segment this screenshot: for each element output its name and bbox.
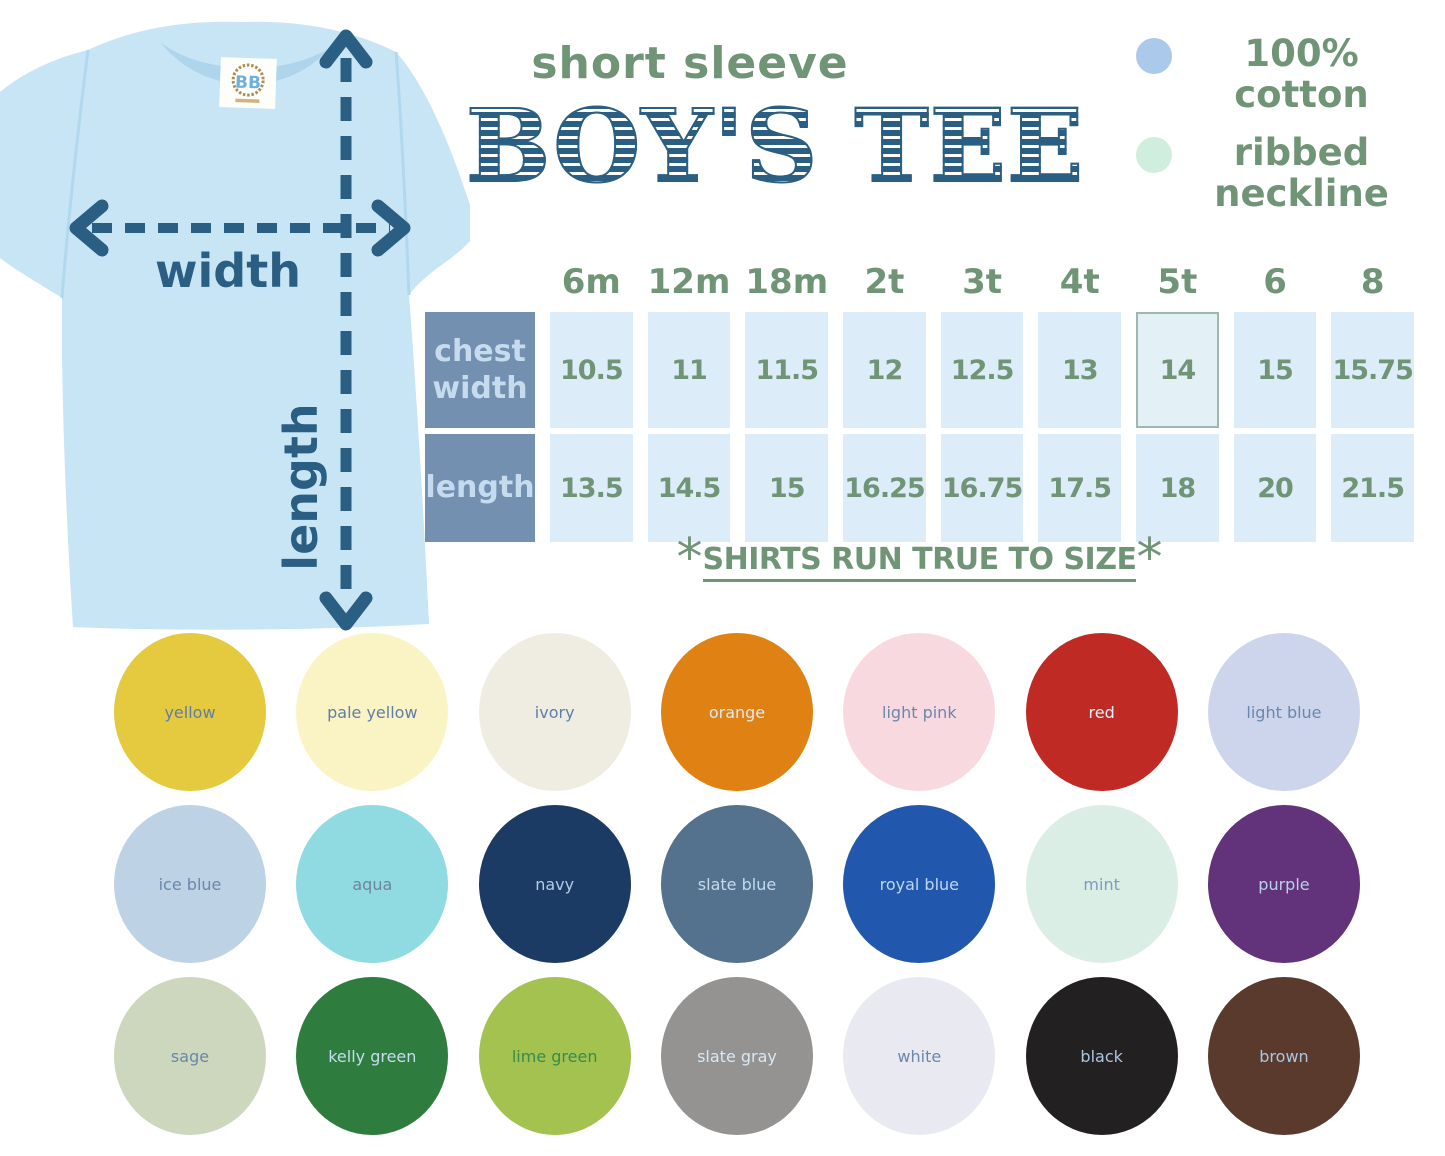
- size-cell: 20: [1233, 434, 1317, 542]
- page-title: BOY'S TEE: [415, 93, 1135, 199]
- size-column-header: 8: [1360, 262, 1385, 302]
- legend-label: 100% cotton: [1234, 32, 1369, 116]
- size-cell: 15: [745, 434, 829, 542]
- color-swatch-label: pale yellow: [327, 702, 418, 722]
- color-swatch: sage: [114, 977, 266, 1135]
- color-swatch-label: aqua: [352, 874, 393, 894]
- size-cell: 10.5: [550, 312, 633, 428]
- neck-tag: BB: [219, 57, 277, 109]
- sizing-note-text: SHIRTS RUN TRUE TO SIZE: [702, 542, 1137, 582]
- color-swatch-label: light pink: [882, 702, 957, 722]
- size-cell: 12: [843, 312, 926, 428]
- width-arrow: [69, 199, 411, 257]
- size-cell: 18: [1136, 434, 1219, 542]
- size-column-header: 2t: [864, 262, 905, 302]
- size-cell: 14: [1136, 312, 1219, 428]
- color-swatch: ivory: [478, 633, 631, 791]
- size-column-header: 12m: [647, 262, 731, 302]
- size-cell: 15.75: [1331, 312, 1414, 428]
- legend-label: ribbed neckline: [1214, 131, 1389, 216]
- color-swatch-label: royal blue: [879, 874, 960, 894]
- legend-item-ribbed-neckline: ribbed neckline: [1136, 131, 1436, 216]
- cotton-dot-icon: [1136, 38, 1172, 74]
- table-corner: [425, 262, 535, 306]
- subtitle-short-sleeve: short sleeve: [531, 38, 849, 89]
- color-swatch: slate blue: [660, 805, 813, 963]
- color-swatch-label: red: [1088, 702, 1115, 722]
- size-cell: 13.5: [550, 434, 633, 542]
- color-swatch: aqua: [296, 805, 449, 963]
- color-swatch-label: purple: [1258, 874, 1310, 894]
- size-cell: 11.5: [745, 312, 829, 428]
- size-cell: 21.5: [1331, 434, 1414, 542]
- color-swatch-label: navy: [535, 874, 575, 894]
- color-swatch: mint: [1025, 805, 1178, 963]
- sizing-note: *SHIRTS RUN TRUE TO SIZE*: [425, 532, 1414, 584]
- size-column-header: 5t: [1157, 262, 1198, 302]
- length-dimension-label: length: [274, 403, 328, 571]
- color-swatch: pale yellow: [296, 633, 449, 791]
- color-swatch: ice blue: [114, 805, 266, 963]
- color-swatch-grid: yellow pale yellow ivory orange light pink re…: [114, 633, 1360, 1135]
- size-column-header: 6m: [561, 262, 621, 302]
- collar-shape: [160, 42, 332, 85]
- color-swatch: purple: [1207, 805, 1360, 963]
- row-header: chest width: [425, 312, 535, 428]
- color-swatch: light pink: [843, 633, 996, 791]
- color-swatch: red: [1025, 633, 1178, 791]
- color-swatch-label: black: [1080, 1046, 1123, 1066]
- color-swatch: royal blue: [843, 805, 996, 963]
- size-column-header: 3t: [962, 262, 1003, 302]
- color-swatch-label: brown: [1259, 1046, 1309, 1066]
- color-swatch: black: [1025, 977, 1178, 1135]
- fabric-legend: 100% cotton ribbed neckline: [1136, 32, 1436, 233]
- size-cell: 16.75: [940, 434, 1024, 542]
- color-swatch: brown: [1207, 977, 1360, 1135]
- tshirt-image: BB: [0, 21, 471, 631]
- color-swatch-label: ice blue: [158, 874, 222, 894]
- color-swatch-label: orange: [708, 702, 766, 722]
- size-cell: 16.25: [843, 434, 926, 542]
- color-swatch-label: slate gray: [697, 1046, 777, 1066]
- color-swatch: kelly green: [296, 977, 449, 1135]
- row-header: length: [425, 434, 535, 542]
- color-swatch: light blue: [1207, 633, 1360, 791]
- size-cell: 13: [1038, 312, 1122, 428]
- color-swatch-label: mint: [1083, 874, 1120, 894]
- tshirt-diagram: BB width length: [0, 0, 471, 645]
- tag-brand: BB: [235, 73, 262, 94]
- color-swatch-label: kelly green: [328, 1046, 417, 1066]
- color-swatch: slate gray: [660, 977, 813, 1135]
- legend-item-cotton: 100% cotton: [1136, 32, 1436, 116]
- size-cell: 14.5: [647, 434, 731, 542]
- color-swatch-label: sage: [170, 1046, 210, 1066]
- color-swatch-label: lime green: [511, 1046, 598, 1066]
- width-dimension-label: width: [155, 244, 301, 298]
- size-column-header: 4t: [1059, 262, 1100, 302]
- tshirt-shape: [0, 21, 471, 630]
- size-cell: 15: [1233, 312, 1317, 428]
- size-column-header: 18m: [745, 262, 829, 302]
- ribbed-neckline-dot-icon: [1136, 137, 1172, 174]
- color-swatch-label: slate blue: [697, 874, 777, 894]
- color-swatch: navy: [478, 805, 631, 963]
- size-cell: 11: [647, 312, 731, 428]
- color-swatch: yellow: [114, 633, 266, 791]
- asterisk: *: [676, 528, 703, 588]
- color-swatch-label: yellow: [164, 702, 216, 722]
- color-swatch: white: [843, 977, 996, 1135]
- color-swatch-label: white: [897, 1046, 942, 1066]
- size-column-header: 6: [1263, 262, 1287, 302]
- asterisk: *: [1136, 528, 1163, 588]
- color-swatch: orange: [660, 633, 813, 791]
- color-swatch: lime green: [478, 977, 631, 1135]
- color-swatch-label: light blue: [1246, 702, 1322, 722]
- size-table: 6m 12m 18m 2t 3t 4t 5t 6 8 chest width 10.5 11 11.5 1…: [425, 262, 1414, 542]
- size-cell: 12.5: [940, 312, 1024, 428]
- size-cell: 17.5: [1038, 434, 1122, 542]
- color-swatch-label: ivory: [534, 702, 575, 722]
- length-arrow: [319, 29, 373, 631]
